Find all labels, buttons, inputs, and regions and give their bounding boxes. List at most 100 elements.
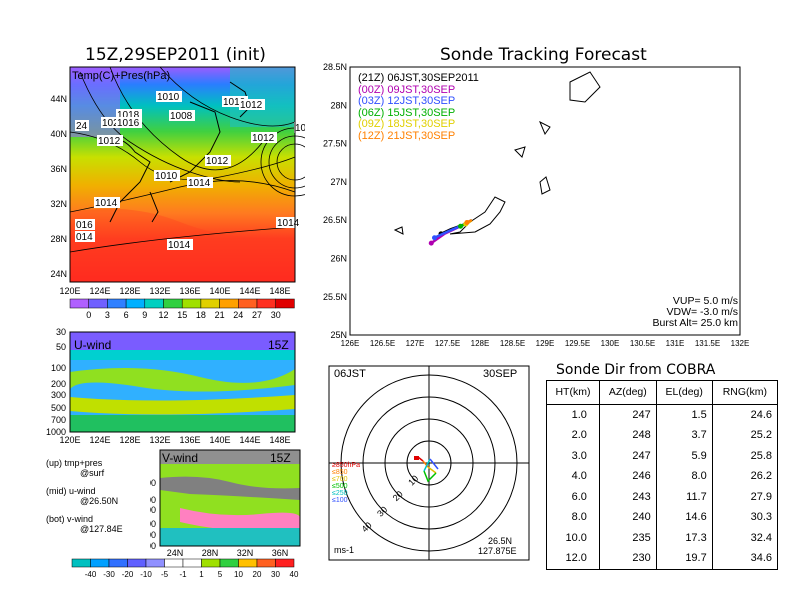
polar-level: ≤250: [332, 490, 348, 497]
lat-tick-label: 40N: [50, 129, 67, 139]
lon-tick-label: 148E: [269, 286, 290, 296]
table-cell: 14.6: [655, 507, 713, 528]
isobar-label: 1012: [252, 133, 275, 144]
colorbar-label: -5: [161, 570, 169, 579]
lat-tick-label: 24N: [50, 269, 67, 279]
colorbar-cell: [71, 558, 91, 568]
isobar-label-box: [222, 96, 248, 107]
colorbar-cell: [182, 558, 202, 568]
colorbar-cell: [181, 298, 202, 309]
island-kume: [393, 226, 404, 235]
isobar-label-box: [251, 132, 277, 143]
colorbar-cell: [125, 298, 146, 309]
isobar-label: 1014: [95, 198, 118, 209]
pressure-tick-label: 500: [51, 403, 66, 413]
lon-tick-label: 132E: [149, 286, 170, 296]
hodograph-segment: [429, 458, 439, 470]
note-up-b: @surf: [80, 468, 105, 478]
lon-tick-label: 144E: [239, 286, 260, 296]
colorbar-label: -40: [85, 570, 97, 579]
table-row: 6.0 243 11.7 27.9: [546, 486, 779, 507]
polar-lat: 26.5N: [488, 536, 513, 546]
lon-tick-label: 140E: [209, 286, 230, 296]
lon-tick-label: 130E: [601, 339, 620, 348]
isobar-label: 1016: [117, 118, 140, 129]
colorbar-cell: [256, 298, 276, 309]
u-wind-band: [70, 368, 295, 392]
island-okinoerabu: [514, 146, 526, 158]
note-bot-b: @127.84E: [80, 524, 123, 534]
isobar-label-box: [276, 217, 302, 228]
track-legend-item: (06Z) 15JST,30SEP: [358, 106, 456, 119]
track-endpoint: [428, 240, 434, 246]
colorbar-label: -20: [122, 570, 134, 579]
lon-tick-label: 126E: [341, 339, 360, 348]
isobar-label-box: [187, 177, 213, 188]
v-wind-band: [160, 528, 300, 546]
colorbar-label: 9: [142, 310, 147, 320]
temp-map: 1010 101010121012102010181016100810121010…: [50, 66, 305, 320]
lat-tick-label: 28N: [50, 234, 67, 244]
table-cell: 6.0: [546, 486, 600, 507]
lat-tick-label: 25.5N: [323, 292, 347, 302]
track-legend-item: (09Z) 18JST,30SEP: [358, 118, 456, 130]
lat-tick-label: 28N: [330, 100, 347, 110]
isobar-label: 016: [76, 220, 93, 231]
isobar-label-box: [75, 219, 95, 230]
isobar-label: 1008: [170, 111, 193, 122]
table-cell: 19.7: [655, 548, 713, 569]
colorbar-cell: [69, 298, 89, 309]
table-cell: 24.6: [711, 404, 779, 425]
track-legend-item: (12Z) 21JST,30SEP: [358, 129, 456, 142]
col-ht: HT(km): [546, 380, 600, 405]
track-endpoint: [432, 235, 437, 241]
polar-lon: 127.875E: [478, 546, 517, 556]
lon-tick-label: 124E: [89, 286, 110, 296]
polar-level: ≥850hPa: [332, 462, 360, 469]
pressure-tick-label: 30: [56, 327, 66, 337]
sonde-table: HT(km) AZ(deg) EL(deg) RNG(km) 1.0 247 1.5…: [546, 380, 779, 570]
table-cell: 26.2: [711, 466, 779, 487]
isobar: [109, 66, 271, 171]
colorbar-cell: [219, 558, 239, 568]
colorbar-label: 40: [290, 570, 299, 579]
lon-tick-label: 129.5E: [565, 339, 590, 348]
table-cell: 247: [598, 445, 657, 466]
polar-level: ≤850: [332, 469, 348, 476]
colorbar-label: 3: [105, 310, 110, 320]
u-wind-time: 15Z: [268, 338, 289, 352]
lat-tick-label: 32N: [50, 199, 67, 209]
temp-panel-label: Temp(C)+Pres(hPa): [72, 70, 171, 82]
isobar-label-box: [101, 117, 127, 128]
note-up-a: (up) tmp+pres: [46, 458, 103, 468]
isobar-label: 1014: [277, 218, 300, 229]
colorbar-cell: [238, 558, 258, 568]
colorbar-cell: [145, 558, 165, 568]
colorbar-cell: [163, 298, 183, 309]
table-row: 4.0 246 8.0 26.2: [546, 466, 779, 487]
isobar-label-box: [239, 99, 265, 110]
colorbar-cell: [108, 558, 128, 568]
island-amami: [569, 71, 601, 103]
colorbar-label: 18: [196, 310, 206, 320]
v-wind-time: 15Z: [270, 451, 291, 465]
colorbar-cell: [201, 558, 221, 568]
isobar-label: 1012: [240, 100, 263, 111]
lon-tick-label: 140E: [209, 435, 230, 445]
pressure-tick-label: 200: [51, 379, 66, 389]
table-cell: 17.3: [655, 527, 713, 548]
lon-tick-label: 124E: [89, 435, 110, 445]
lon-tick-label: 136E: [179, 286, 200, 296]
colorbar-label: 24: [233, 310, 243, 320]
v-wind-band: [160, 476, 300, 500]
table-row: 3.0 247 5.9 25.8: [546, 445, 779, 466]
colorbar-label: 1: [199, 570, 204, 579]
isobar-label-box: [75, 231, 95, 242]
table-row: 8.0 240 14.6 30.3: [546, 507, 779, 528]
u-wind-label: U-wind: [74, 338, 112, 352]
colorbar-cell: [127, 558, 147, 568]
pressure-tick-label: 700: [51, 415, 66, 425]
pressure-tick-label: 100: [51, 363, 66, 373]
pressure-tick-label: 1000: [150, 541, 156, 551]
